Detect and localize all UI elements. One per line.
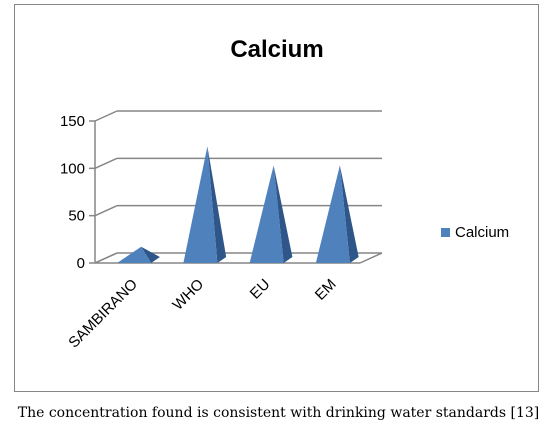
bar-side-face (339, 165, 359, 263)
bar-em (315, 165, 359, 263)
bar-side-face (207, 146, 227, 263)
x-tick-label: EU (247, 276, 274, 303)
legend: Calcium (441, 224, 509, 241)
gridline-diagonal (94, 110, 118, 122)
floor-right-edge (359, 252, 383, 264)
x-tick-label: EM (312, 276, 340, 304)
y-tick-label: 150 (60, 113, 85, 130)
y-tick-label: 100 (60, 160, 85, 177)
x-tick-label: WHO (169, 276, 207, 314)
gridline-diagonal (94, 252, 118, 264)
y-tick-label: 0 (77, 255, 85, 272)
gridline-diagonal (94, 157, 118, 170)
chart-frame: Calcium 0 50 100 150 SAMBIRANO WHO EU EM Calciu… (14, 4, 539, 392)
y-tick-label: 50 (68, 208, 85, 225)
legend-swatch (441, 228, 450, 237)
gridline-diagonal (94, 204, 118, 217)
legend-label: Calcium (455, 224, 509, 241)
chart-title: Calcium (230, 36, 323, 63)
bar-front-face (315, 165, 350, 263)
x-tick-label: SAMBIRANO (65, 276, 141, 352)
bar-sambirano (117, 246, 160, 263)
bar-front-face (249, 165, 284, 263)
bar-eu (249, 165, 293, 263)
bar-who (183, 146, 227, 263)
bar-side-face (273, 165, 293, 263)
figure-caption: The concentration found is consistent wi… (17, 405, 540, 421)
bars-layer (117, 146, 359, 263)
bar-front-face (183, 146, 218, 263)
chart-svg: Calcium 0 50 100 150 SAMBIRANO WHO EU EM Calciu… (60, 36, 509, 352)
bar-side-face (141, 246, 160, 263)
bar-front-face (117, 246, 152, 263)
